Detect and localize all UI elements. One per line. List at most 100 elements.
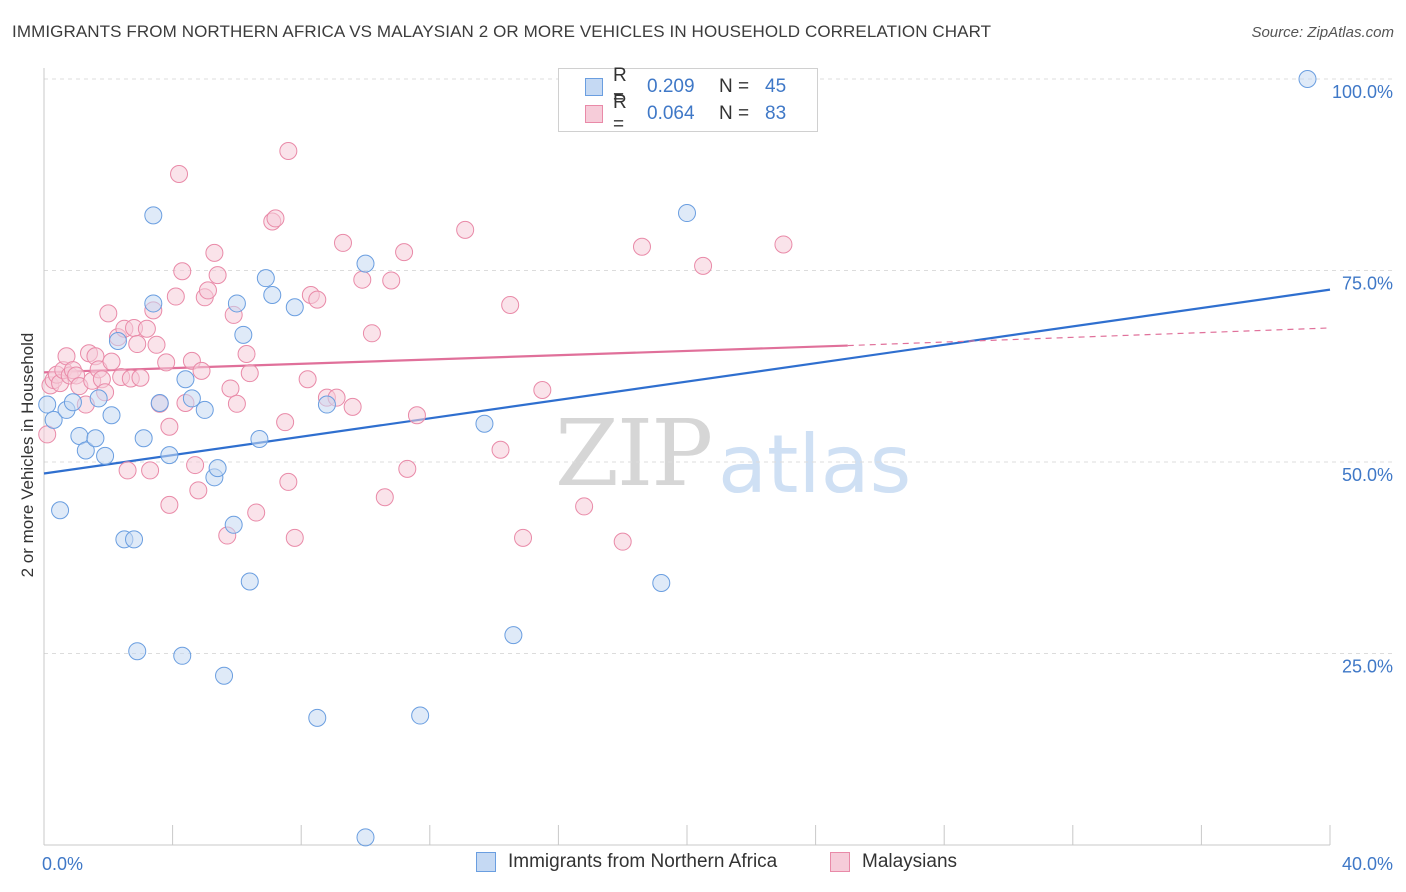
point-northern-africa (215, 666, 234, 685)
n-value: 83 (765, 103, 787, 124)
n-label: N = (719, 103, 750, 124)
trend-malaysians-extension (847, 327, 1331, 347)
point-northern-africa (176, 370, 195, 389)
legend-item-malaysians[interactable]: Malaysians (830, 851, 957, 873)
pink-swatch (585, 105, 603, 123)
point-northern-africa (240, 572, 259, 591)
point-malaysians (128, 335, 147, 354)
point-malaysians (353, 270, 372, 289)
point-malaysians (362, 324, 381, 343)
point-malaysians (575, 497, 594, 516)
point-northern-africa (144, 206, 163, 225)
point-malaysians (308, 290, 327, 309)
point-malaysians (279, 142, 298, 161)
y-tick-label: 25.0% (1342, 657, 1393, 677)
point-malaysians (276, 413, 295, 432)
point-northern-africa (208, 459, 227, 478)
point-northern-africa (195, 400, 214, 419)
r-value: 0.209 (647, 76, 695, 97)
point-northern-africa (51, 501, 70, 520)
point-northern-africa (263, 286, 282, 305)
point-malaysians (189, 481, 208, 500)
point-malaysians (240, 364, 259, 383)
point-malaysians (99, 304, 118, 323)
point-northern-africa (108, 331, 127, 350)
chart-title: IMMIGRANTS FROM NORTHERN AFRICA VS MALAY… (12, 22, 992, 41)
point-malaysians (170, 164, 189, 183)
point-malaysians (279, 472, 298, 491)
x-tick-label: 0.0% (42, 854, 83, 874)
point-malaysians (118, 461, 137, 480)
r-value: 0.064 (647, 103, 695, 124)
point-malaysians (102, 352, 121, 371)
point-malaysians (157, 353, 176, 372)
legend-item-northern-africa[interactable]: Immigrants from Northern Africa (476, 851, 777, 873)
point-northern-africa (86, 429, 105, 448)
point-malaysians (398, 459, 417, 478)
point-northern-africa (125, 530, 144, 549)
point-northern-africa (317, 395, 336, 414)
point-northern-africa (224, 515, 243, 534)
point-malaysians (247, 503, 266, 522)
point-northern-africa (38, 395, 57, 414)
data-points (38, 70, 1317, 847)
n-value: 45 (765, 76, 787, 97)
y-tick-label: 50.0% (1342, 465, 1393, 485)
point-malaysians (501, 295, 520, 314)
series-legend: Immigrants from Northern Africa Malaysia… (0, 851, 1406, 879)
watermark-zip: ZIP (555, 400, 713, 507)
point-northern-africa (160, 446, 179, 465)
point-northern-africa (150, 394, 169, 413)
point-malaysians (173, 262, 192, 281)
point-malaysians (266, 209, 285, 228)
point-malaysians (198, 281, 217, 300)
point-malaysians (632, 237, 651, 256)
n-label: N = (719, 76, 750, 97)
point-northern-africa (356, 828, 375, 847)
point-malaysians (192, 361, 211, 380)
legend-row-malaysians: R = 0.064 N = 83 (585, 92, 787, 135)
point-northern-africa (44, 410, 63, 429)
point-malaysians (208, 266, 227, 285)
point-northern-africa (504, 626, 523, 645)
point-northern-africa (89, 389, 108, 408)
point-northern-africa (1298, 70, 1317, 88)
point-northern-africa (475, 414, 494, 433)
point-malaysians (160, 417, 179, 436)
point-malaysians (237, 344, 256, 363)
point-malaysians (491, 440, 510, 459)
blue-swatch (585, 78, 603, 96)
point-northern-africa (308, 708, 327, 727)
y-tick-label: 75.0% (1342, 274, 1393, 294)
point-malaysians (285, 528, 304, 547)
point-northern-africa (76, 441, 95, 460)
point-northern-africa (652, 574, 671, 593)
point-malaysians (382, 271, 401, 290)
point-northern-africa (63, 393, 82, 412)
point-malaysians (333, 233, 352, 252)
blue-swatch (476, 852, 496, 872)
r-label: R = (613, 65, 627, 108)
axes (43, 68, 1331, 846)
r-label: R = (613, 92, 627, 135)
legend-label: Immigrants from Northern Africa (508, 851, 778, 872)
point-malaysians (160, 495, 179, 514)
point-malaysians (137, 319, 156, 338)
point-malaysians (613, 532, 632, 551)
point-northern-africa (234, 325, 253, 344)
point-malaysians (141, 461, 160, 480)
trend-malaysians (43, 344, 848, 374)
point-northern-africa (102, 406, 121, 425)
watermark-atlas: atlas (718, 418, 912, 511)
x-tick-label: 40.0% (1342, 854, 1393, 874)
point-northern-africa (128, 642, 147, 661)
point-malaysians (533, 380, 552, 399)
point-northern-africa (256, 269, 275, 288)
legend-label: Malaysians (862, 851, 958, 872)
point-malaysians (147, 335, 166, 354)
y-tick-label: 100.0% (1332, 82, 1393, 102)
point-northern-africa (144, 294, 163, 313)
point-malaysians (456, 220, 475, 239)
point-northern-africa (182, 389, 201, 408)
correlation-legend: R = 0.209 N = 45 R = 0.064 N = 83 (558, 65, 818, 135)
